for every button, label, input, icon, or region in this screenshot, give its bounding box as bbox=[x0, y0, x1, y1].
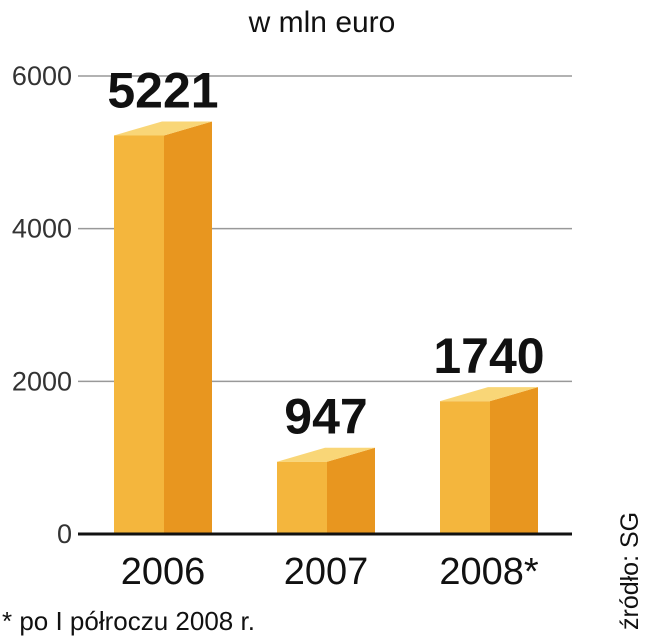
data-labels: 5221 947 1740 bbox=[107, 62, 544, 444]
footnote: * po I półroczu 2008 r. bbox=[2, 606, 255, 636]
bar-side-face bbox=[490, 387, 538, 534]
bar-top-face bbox=[114, 121, 212, 136]
y-tick-label: 6000 bbox=[12, 61, 72, 91]
data-label: 5221 bbox=[107, 62, 218, 118]
bar-front-face bbox=[114, 135, 164, 534]
y-tick-label: 4000 bbox=[12, 214, 72, 244]
bar-front-face bbox=[440, 401, 490, 534]
bar-top-face bbox=[277, 447, 375, 462]
bar-2008* bbox=[440, 387, 538, 534]
chart-subtitle: w mln euro bbox=[248, 6, 396, 39]
bar-side-face bbox=[327, 447, 375, 534]
data-label: 947 bbox=[284, 389, 367, 445]
bar-side-face bbox=[164, 121, 212, 534]
data-label: 1740 bbox=[433, 328, 544, 384]
source-note: źródło: SG bbox=[616, 512, 644, 630]
y-tick-label: 0 bbox=[57, 519, 72, 549]
x-category-label: 2006 bbox=[121, 551, 206, 593]
y-tick-label: 2000 bbox=[12, 366, 72, 396]
x-category-label: 2007 bbox=[284, 551, 369, 593]
x-category-label: 2008* bbox=[439, 551, 539, 593]
bar-2006 bbox=[114, 121, 212, 534]
bars bbox=[114, 121, 538, 534]
bar-top-face bbox=[440, 387, 538, 402]
bar-2007 bbox=[277, 447, 375, 534]
x-axis-labels: 2006 2007 2008* bbox=[121, 551, 539, 593]
bar-front-face bbox=[277, 461, 327, 534]
y-axis-ticks: 0 2000 4000 6000 bbox=[12, 61, 72, 549]
